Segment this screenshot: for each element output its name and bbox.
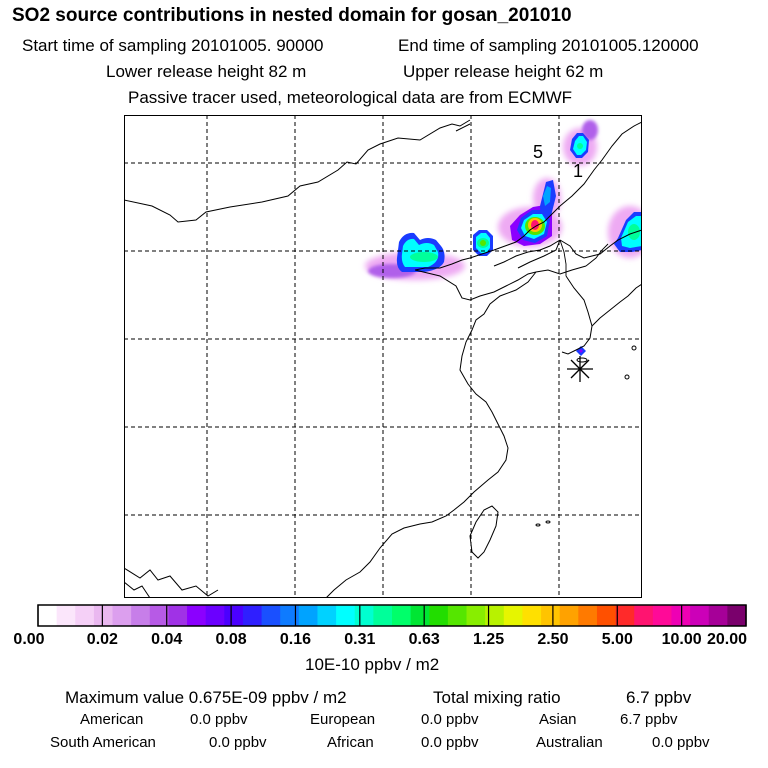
region-australian-name: Australian	[536, 734, 603, 751]
colorbar-swatch	[205, 605, 225, 626]
tracer-note: Passive tracer used, meteorological data…	[128, 88, 573, 107]
colorbar-swatch	[242, 605, 263, 626]
colorbar-swatch	[187, 605, 207, 626]
colorbar-tick-label: 0.04	[151, 631, 183, 648]
region-european-name: European	[310, 711, 376, 728]
jeju-island	[576, 357, 588, 363]
colorbar-tick-label: 0.31	[344, 631, 376, 648]
plume-northeast	[498, 120, 598, 247]
region-american-value: 0.0 ppbv	[190, 711, 248, 728]
plume-east	[608, 206, 642, 258]
colorbar-swatch	[317, 605, 337, 626]
end-time-label: End time of sampling 20101005.120000	[398, 36, 699, 55]
region-south-american-name: South American	[50, 734, 156, 751]
colorbar-swatch	[727, 605, 747, 626]
colorbar-tick-label: 10.00	[661, 631, 702, 648]
region-american-name: American	[80, 711, 144, 728]
plume-west	[365, 232, 465, 280]
map-panel: 5 1	[124, 115, 642, 598]
region-south-american-value: 0.0 ppbv	[209, 734, 267, 751]
colorbar-tick-label: 20.00	[706, 631, 748, 648]
lower-release-height-label: Lower release height 82 m	[106, 62, 307, 81]
concentration-field	[365, 120, 642, 356]
colorbar-unit-label: 10E-10 ppbv / m2	[305, 655, 440, 674]
region-asian-name: Asian	[539, 711, 577, 728]
colorbar-swatch	[112, 605, 132, 626]
colorbar-swatch	[149, 605, 170, 626]
small-island	[631, 345, 637, 351]
colorbar-swatch	[522, 605, 542, 626]
colorbar-swatch	[261, 605, 281, 626]
country-borders	[559, 239, 609, 276]
colorbar-swatch	[429, 605, 449, 626]
small-island	[545, 520, 551, 524]
time-label-1: 1	[573, 161, 583, 181]
colorbar-swatch	[596, 605, 617, 626]
total-mixing-value: 6.7 ppbv	[626, 688, 692, 707]
colorbar-swatch	[93, 605, 114, 626]
colorbar-tick-label: 1.25	[472, 631, 505, 648]
upper-release-height-label: Upper release height 62 m	[403, 62, 604, 81]
region-australian-value: 0.0 ppbv	[652, 734, 710, 751]
colorbar-swatch	[652, 605, 673, 626]
colorbar-swatch	[690, 605, 710, 626]
lat-lon-grid	[124, 115, 642, 598]
colorbar-tick-label: 0.08	[215, 631, 247, 648]
colorbar-swatch	[503, 605, 524, 626]
colorbar-tick-label: 5.00	[601, 631, 633, 648]
colorbar-swatch	[578, 605, 598, 626]
colorbar-tick-label: 2.50	[537, 631, 569, 648]
plume-center	[473, 230, 493, 256]
colorbar-swatch	[559, 605, 579, 626]
colorbar-swatch	[466, 605, 486, 626]
colorbar-tick-label: 0.16	[279, 631, 312, 648]
start-time-label: Start time of sampling 20101005. 90000	[22, 36, 324, 55]
region-african-name: African	[327, 734, 374, 751]
station-marker-icon	[567, 356, 593, 382]
small-island	[535, 523, 541, 527]
colorbar-swatch	[38, 605, 58, 626]
colorbar-swatch	[56, 605, 76, 626]
colorbar-swatch	[168, 605, 188, 626]
colorbar-tick-label: 0.02	[86, 631, 118, 648]
colorbar-swatch	[354, 605, 374, 626]
maximum-value-label: Maximum value 0.675E-09 ppbv / m2	[65, 688, 347, 707]
coastlines	[124, 119, 642, 598]
colorbar-swatch	[708, 605, 728, 626]
colorbar-swatch	[634, 605, 654, 626]
colorbar-swatch	[224, 605, 244, 626]
colorbar-tick-label: 0.00	[13, 631, 45, 648]
colorbar-swatch	[410, 605, 430, 626]
colorbar-swatch	[373, 605, 393, 626]
colorbar-swatch	[541, 605, 561, 626]
colorbar-swatch	[280, 605, 300, 626]
islands	[469, 345, 637, 559]
taiwan-outline	[469, 505, 499, 559]
region-african-value: 0.0 ppbv	[421, 734, 479, 751]
colorbar-swatch	[447, 605, 468, 626]
region-european-value: 0.0 ppbv	[421, 711, 479, 728]
map-frame	[124, 115, 642, 598]
colorbar-frame	[37, 604, 747, 627]
small-island	[624, 374, 630, 380]
colorbar	[37, 604, 747, 627]
colorbar-swatch	[298, 605, 319, 626]
colorbar-tick-label: 0.63	[408, 631, 440, 648]
total-mixing-label: Total mixing ratio	[433, 688, 561, 707]
colorbar-swatch	[336, 605, 356, 626]
colorbar-swatch	[75, 605, 95, 626]
time-label-5: 5	[533, 142, 543, 162]
colorbar-swatch	[131, 605, 151, 626]
region-asian-value: 6.7 ppbv	[620, 711, 678, 728]
colorbar-swatch	[392, 605, 412, 626]
colorbar-swatch	[615, 605, 635, 626]
map-title: SO2 source contributions in nested domai…	[12, 5, 572, 26]
colorbar-swatch	[485, 605, 505, 626]
